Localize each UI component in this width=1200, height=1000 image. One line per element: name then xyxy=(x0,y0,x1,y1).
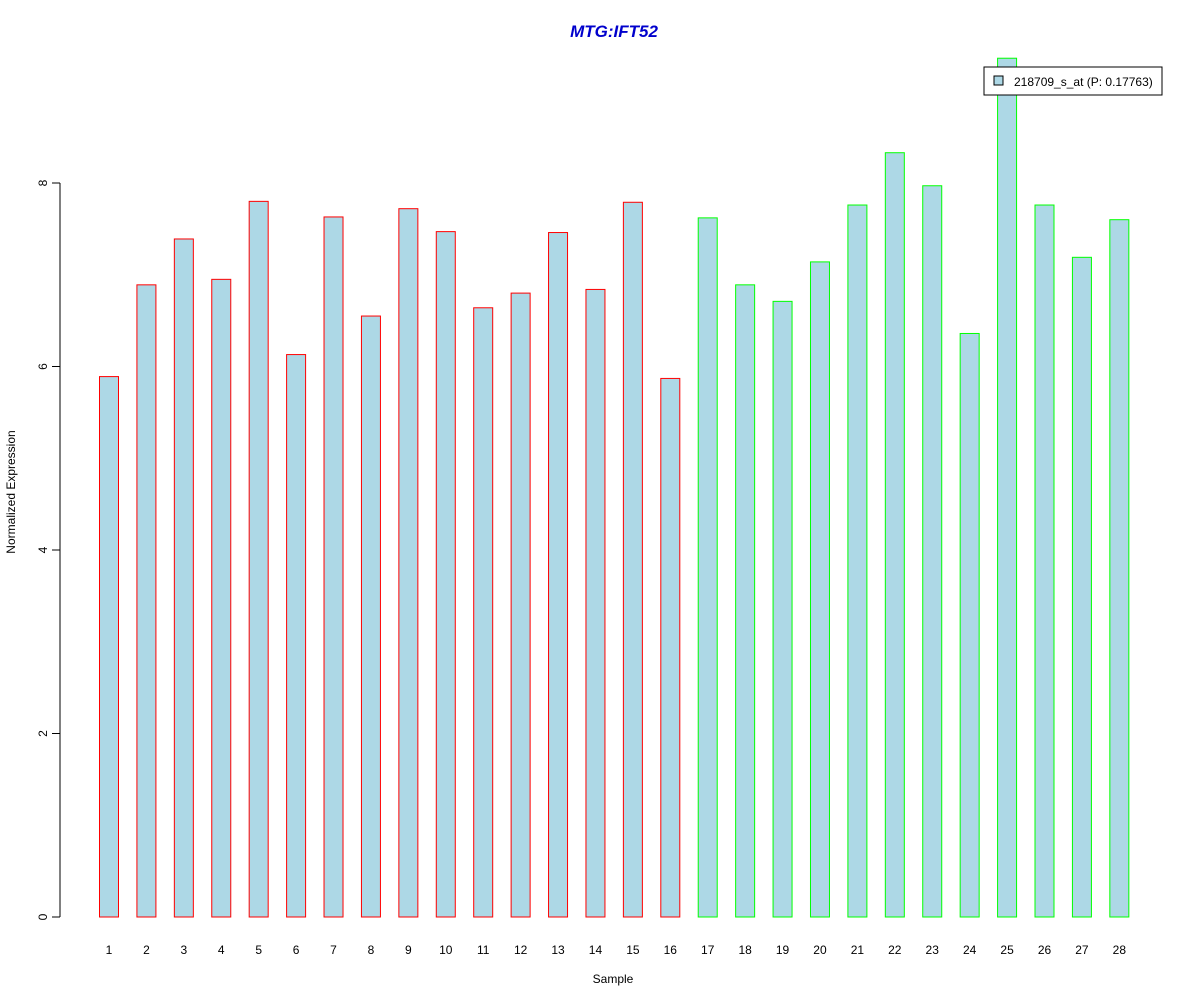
y-tick-label: 0 xyxy=(36,913,50,920)
x-axis-labels: 1 2 3 4 5 6 7 8 9 10 11 12 13 14 15 16 17 18 19 20 21 22 23 24 2… xyxy=(106,943,1127,957)
bar-sample-27 xyxy=(1071,256,1092,918)
x-tick-label: 14 xyxy=(589,943,603,957)
bar-sample-26 xyxy=(1034,204,1055,918)
bar-sample-19 xyxy=(772,300,793,918)
bar-sample-1 xyxy=(99,376,119,918)
x-tick-label: 18 xyxy=(738,943,752,957)
bar-sample-24 xyxy=(959,332,980,918)
y-axis-title: Normalized Expression xyxy=(4,430,18,553)
x-tick-label: 19 xyxy=(776,943,790,957)
bar-sample-8 xyxy=(360,315,381,918)
x-tick-label: 11 xyxy=(477,943,490,957)
x-tick-label: 3 xyxy=(180,943,187,957)
x-tick-label: 25 xyxy=(1000,943,1014,957)
bar-sample-16 xyxy=(660,377,681,918)
legend-box xyxy=(983,66,1163,96)
bar-sample-11 xyxy=(473,307,494,918)
bar-sample-4 xyxy=(211,278,232,918)
legend-swatch xyxy=(993,75,1004,86)
x-tick-label: 6 xyxy=(293,943,300,957)
bar-sample-18 xyxy=(735,284,756,918)
x-tick-label: 4 xyxy=(218,943,225,957)
y-axis: 0 2 4 6 8 xyxy=(36,179,61,920)
bar-sample-21 xyxy=(847,204,868,918)
chart-title: MTG:IFT52 xyxy=(570,22,658,41)
x-tick-label: 26 xyxy=(1038,943,1052,957)
bar-sample-14 xyxy=(585,288,606,918)
bar-sample-6 xyxy=(286,354,307,918)
x-tick-label: 17 xyxy=(701,943,715,957)
x-tick-label: 21 xyxy=(851,943,865,957)
y-tick-label: 4 xyxy=(36,546,50,553)
bar-sample-9 xyxy=(398,208,419,918)
x-tick-label: 22 xyxy=(888,943,902,957)
bar-sample-7 xyxy=(323,216,344,918)
bar-sample-2 xyxy=(136,284,157,918)
bar-sample-28 xyxy=(1109,219,1130,918)
bar-sample-20 xyxy=(809,261,830,918)
x-axis-title: Sample xyxy=(593,972,634,986)
y-tick-label: 6 xyxy=(36,363,50,370)
legend-label: 218709_s_at (P: 0.17763) xyxy=(1014,75,1153,89)
x-tick-label: 10 xyxy=(439,943,453,957)
x-tick-label: 28 xyxy=(1113,943,1127,957)
x-tick-label: 15 xyxy=(626,943,640,957)
bar-sample-3 xyxy=(173,238,194,918)
x-tick-label: 7 xyxy=(330,943,337,957)
y-tick-label: 2 xyxy=(36,730,50,737)
x-tick-label: 8 xyxy=(368,943,375,957)
x-tick-label: 12 xyxy=(514,943,528,957)
x-tick-label: 27 xyxy=(1075,943,1089,957)
x-tick-label: 1 xyxy=(106,943,113,957)
bar-sample-22 xyxy=(884,152,905,918)
x-tick-label: 24 xyxy=(963,943,977,957)
bar-sample-12 xyxy=(510,292,531,918)
bar-sample-10 xyxy=(435,231,456,918)
x-tick-label: 2 xyxy=(143,943,150,957)
y-tick-label: 8 xyxy=(36,179,50,186)
x-tick-label: 9 xyxy=(405,943,412,957)
legend: 218709_s_at (P: 0.17763) xyxy=(983,66,1163,96)
x-tick-label: 5 xyxy=(255,943,262,957)
x-tick-label: 13 xyxy=(551,943,565,957)
bar-sample-5 xyxy=(248,200,269,918)
x-tick-label: 23 xyxy=(926,943,940,957)
bar-sample-13 xyxy=(548,232,569,918)
x-tick-label: 20 xyxy=(813,943,827,957)
bar-series xyxy=(99,57,1130,918)
x-tick-label: 16 xyxy=(664,943,678,957)
bar-sample-15 xyxy=(622,201,643,918)
bar-sample-25 xyxy=(997,57,1018,918)
bar-sample-23 xyxy=(922,185,943,918)
bar-sample-17 xyxy=(697,217,718,918)
